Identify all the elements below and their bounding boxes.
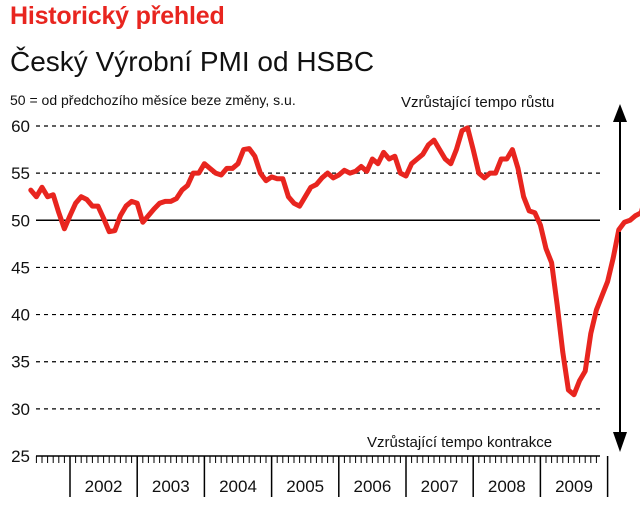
- y-tick-label: 50: [11, 211, 30, 230]
- down-arrow-icon: [613, 432, 627, 452]
- y-tick-label: 40: [11, 306, 30, 325]
- chart-subtitle: Český Výrobní PMI od HSBC: [10, 46, 375, 77]
- y-tick-label: 35: [11, 353, 30, 372]
- direction-arrows: [613, 104, 627, 452]
- axes: [35, 455, 609, 497]
- x-tick-label: 2008: [488, 477, 526, 496]
- x-tick-labels: 2002 2003 2004 2005 2006 2007 2008 2009: [85, 477, 593, 496]
- x-tick-label: 2002: [85, 477, 123, 496]
- x-tick-label: 2009: [555, 477, 593, 496]
- y-tick-label: 55: [11, 164, 30, 183]
- x-tick-label: 2006: [353, 477, 391, 496]
- y-tick-label: 30: [11, 400, 30, 419]
- baseline-note: 50 = od předchozího měsíce beze změny, s…: [10, 92, 296, 108]
- y-tick-label: 25: [11, 447, 30, 466]
- x-tick-label: 2003: [152, 477, 190, 496]
- contraction-label: Vzrůstající tempo kontrakce: [367, 434, 553, 451]
- x-tick-label: 2004: [219, 477, 257, 496]
- series: [28, 125, 640, 398]
- x-tick-label: 2005: [286, 477, 324, 496]
- y-tick-labels: 25 30 35 40 45 50 55 60: [11, 117, 30, 466]
- up-arrow-icon: [613, 104, 627, 122]
- pmi-series-line: [28, 125, 640, 398]
- grid-lines: [36, 125, 600, 410]
- y-tick-label: 45: [11, 258, 30, 277]
- chart-title: Historický přehled: [10, 2, 225, 30]
- y-tick-label: 60: [11, 117, 30, 136]
- expansion-label: Vzrůstající tempo růstu: [401, 94, 555, 111]
- x-tick-label: 2007: [421, 477, 459, 496]
